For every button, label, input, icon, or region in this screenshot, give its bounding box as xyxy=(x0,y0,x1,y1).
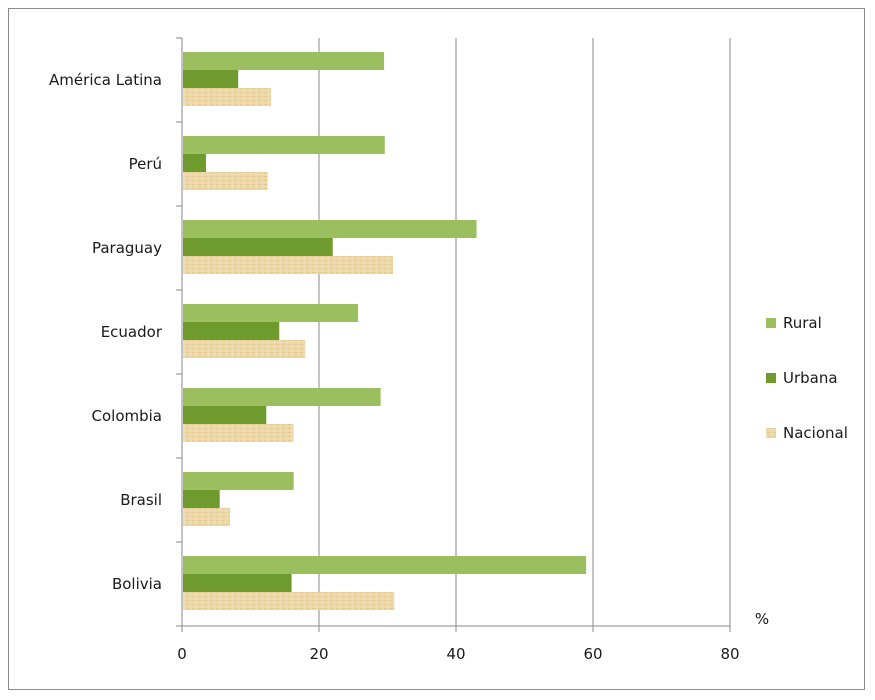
bar-bolivia-nacional xyxy=(183,592,395,610)
axes xyxy=(176,37,731,632)
legend-swatch-nacional xyxy=(766,428,776,438)
bar-paraguay-urbana xyxy=(183,238,333,256)
legend-swatch-urbana xyxy=(766,373,776,383)
bars xyxy=(183,52,587,610)
x-tick-label-80: 80 xyxy=(720,645,739,663)
chart-frame xyxy=(8,8,865,690)
category-label: Colombia xyxy=(92,407,163,425)
bar-ecuador-rural xyxy=(183,304,359,322)
x-tick-label-0: 0 xyxy=(177,645,187,663)
bar-perú-nacional xyxy=(183,172,268,190)
bar-américa-latina-urbana xyxy=(183,70,239,88)
bar-brasil-nacional xyxy=(183,508,230,526)
labels: 0 20 40 60 80 Bolivia Brasil Colombia Ecuador Par… xyxy=(49,71,769,663)
legend-swatch-rural xyxy=(766,318,776,328)
gridlines xyxy=(318,38,731,626)
x-tick-label-20: 20 xyxy=(309,645,328,663)
bar-perú-rural xyxy=(183,136,385,154)
bar-bolivia-rural xyxy=(183,556,587,574)
category-label: Paraguay xyxy=(92,239,162,257)
bar-ecuador-nacional xyxy=(183,340,306,358)
bar-bolivia-urbana xyxy=(183,574,292,592)
unit-label: % xyxy=(755,610,769,628)
bar-paraguay-nacional xyxy=(183,256,393,274)
bar-colombia-urbana xyxy=(183,406,267,424)
bar-colombia-nacional xyxy=(183,424,294,442)
x-tick-label-40: 40 xyxy=(446,645,465,663)
category-label: Perú xyxy=(129,155,162,173)
legend-label-nacional: Nacional xyxy=(783,424,848,442)
bar-américa-latina-rural xyxy=(183,52,385,70)
legend-label-rural: Rural xyxy=(783,314,822,332)
legend: Rural Urbana Nacional xyxy=(766,314,848,442)
bar-ecuador-urbana xyxy=(183,322,280,340)
category-label: América Latina xyxy=(49,71,162,89)
category-label: Bolivia xyxy=(112,575,162,593)
x-tick-label-60: 60 xyxy=(583,645,602,663)
bar-américa-latina-nacional xyxy=(183,88,272,106)
legend-label-urbana: Urbana xyxy=(783,369,838,387)
bar-paraguay-rural xyxy=(183,220,477,238)
category-label: Brasil xyxy=(120,491,162,509)
bar-perú-urbana xyxy=(183,154,206,172)
bar-colombia-rural xyxy=(183,388,381,406)
category-label: Ecuador xyxy=(101,323,163,341)
bar-brasil-urbana xyxy=(183,490,220,508)
bar-brasil-rural xyxy=(183,472,294,490)
